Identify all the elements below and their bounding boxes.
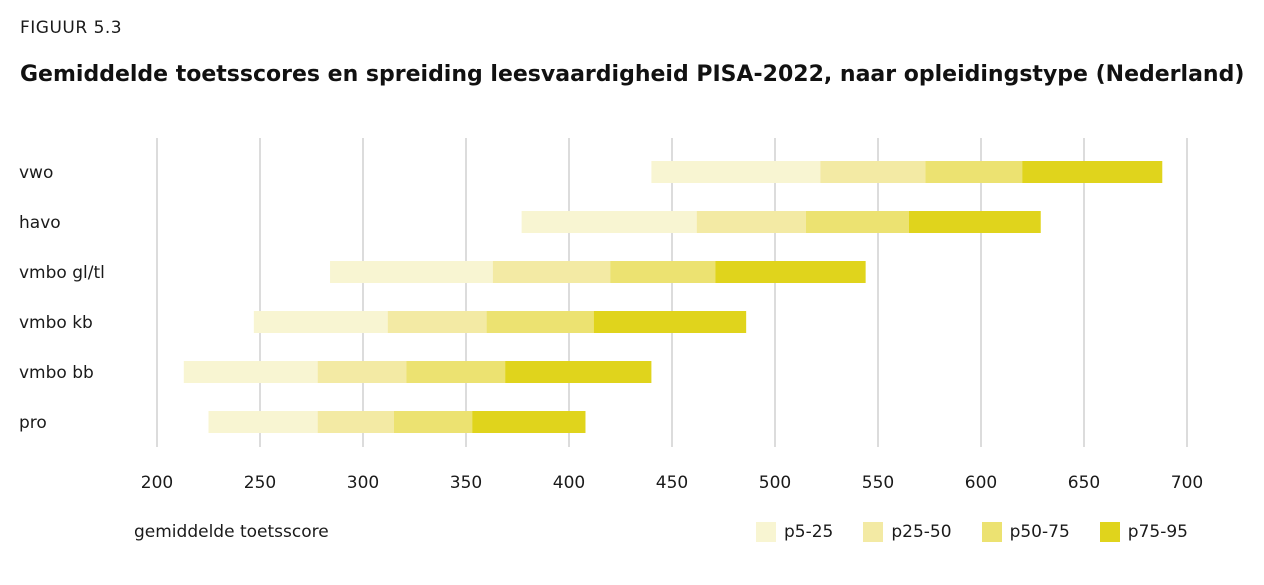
legend-item: p25-50 [863,522,952,542]
legend-item: p50-75 [981,522,1070,542]
bar-segment-p50-75 [393,411,473,433]
x-tick-label: 600 [965,473,997,493]
category-label: vwo [19,163,53,183]
x-tick-label: 350 [450,473,482,493]
legend-item: p5-25 [756,522,833,542]
bar-segment-p25-50 [387,311,487,333]
bar-segment-p5-25 [183,361,318,383]
legend-swatch [756,522,776,542]
bar-segment-p75-95 [1022,161,1163,183]
chart-title: Gemiddelde toetsscores en spreiding lees… [20,62,1245,87]
bar-segment-p25-50 [317,361,407,383]
bar-segment-p5-25 [253,311,388,333]
x-tick-label: 650 [1068,473,1100,493]
bar-segment-p25-50 [317,411,394,433]
x-tick-label: 550 [862,473,894,493]
bar-segment-p50-75 [486,311,594,333]
legend-swatch [981,522,1002,542]
bar-segment-p25-50 [492,261,611,283]
x-tick-label: 500 [759,473,791,493]
x-tick-label: 700 [1171,473,1203,493]
bar-segment-p5-25 [330,261,493,283]
category-label: vmbo gl/tl [19,263,105,283]
legend-swatch [1099,522,1120,542]
x-tick-label: 300 [347,473,379,493]
legend-swatch [863,522,884,542]
category-label: havo [19,213,61,233]
category-label: pro [19,413,47,433]
bar-segment-p5-25 [651,161,821,183]
bar-segment-p75-95 [908,211,1041,233]
x-tick-label: 400 [553,473,585,493]
category-labels: vwo havo vmbo gl/tl vmbo kb vmbo bb pro [19,163,105,433]
bars [183,161,1163,433]
bar-segment-p5-25 [208,411,318,433]
x-tick-labels: 200 250 300 350 400 450 500 550 600 650 700 [141,473,1203,493]
bar-segment-p25-50 [696,211,806,233]
grid-lines [156,138,1188,447]
legend: p5-25 p25-50 p50-75 p75-95 [756,522,1188,542]
category-label: vmbo bb [19,363,94,383]
bar-segment-p25-50 [820,161,926,183]
x-tick-label: 200 [141,473,173,493]
bar-segment-p50-75 [610,261,716,283]
bar-segment-p50-75 [805,211,909,233]
x-tick-label: 450 [656,473,688,493]
x-axis-label: gemiddelde toetsscore [134,522,329,542]
legend-label: p50-75 [1009,522,1070,542]
bar-segment-p75-95 [715,261,866,283]
category-label: vmbo kb [19,313,93,333]
bar-segment-p75-95 [593,311,747,333]
bar-segment-p75-95 [505,361,652,383]
bar-segment-p50-75 [406,361,506,383]
legend-label: p25-50 [891,522,952,542]
bar-segment-p5-25 [521,211,697,233]
bar-segment-p50-75 [925,161,1023,183]
bar-segment-p75-95 [472,411,586,433]
figure-label: FIGUUR 5.3 [20,18,123,38]
legend-label: p5-25 [784,522,834,542]
legend-item: p75-95 [1099,522,1188,542]
legend-label: p75-95 [1127,522,1188,542]
x-tick-label: 250 [244,473,276,493]
